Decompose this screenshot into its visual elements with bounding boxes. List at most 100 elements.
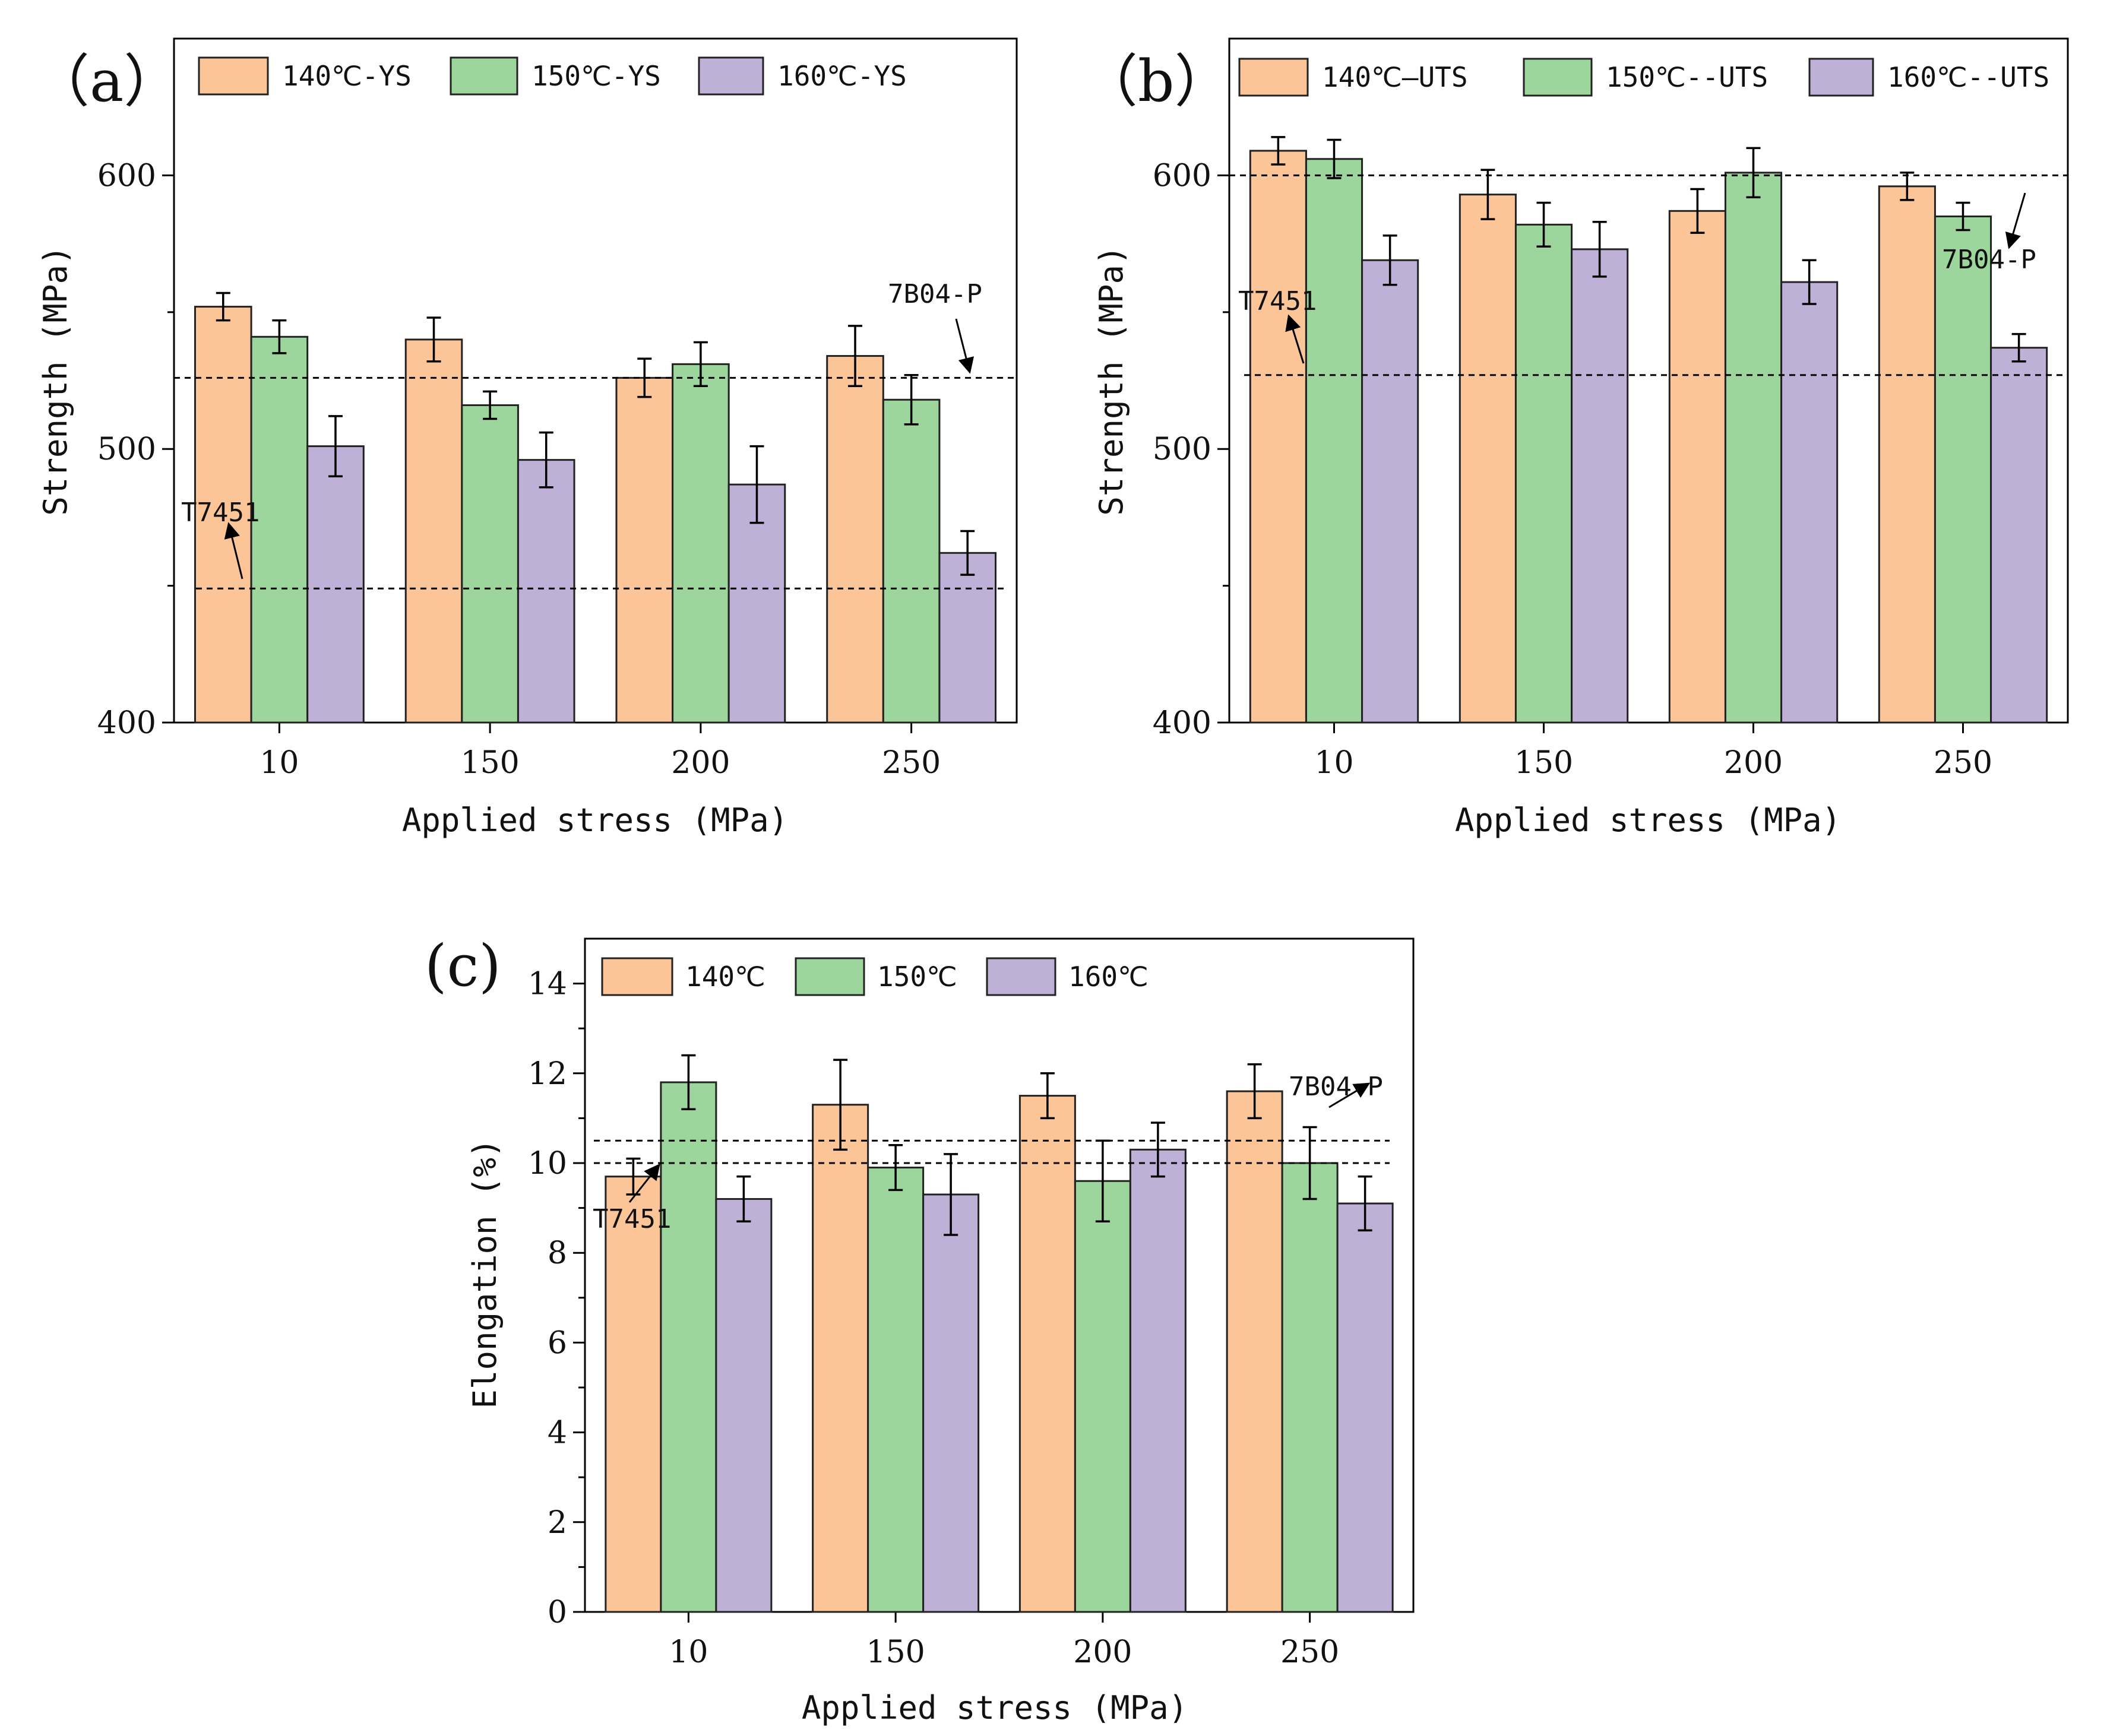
bar-140℃-YS-150 [404,338,463,724]
bar-150℃-200 [1074,1180,1131,1613]
x-axis-title: Applied stress (MPa) [1455,802,1841,839]
y-tick-label: 600 [97,158,156,194]
bar-140℃—UTS-150 [1459,194,1517,724]
reference-label-7B04-P: 7B04-P [888,279,982,309]
bar-140℃-YS-200 [615,376,674,724]
reference-arrow-7B04-P [1328,1082,1371,1108]
reference-arrow-T7451 [224,522,243,579]
bar-160℃--UTS-10 [1361,259,1419,724]
y-axis-title: Strength (MPa) [1093,245,1130,515]
reference-label-T7451: T7451 [593,1204,671,1234]
x-tick-label: 150 [460,745,519,781]
chart-panel-a: 400 500 600 10 150 200 250 7B04-P T7451 140℃-YS 15… [33,37,1018,839]
legend-swatch-150℃--UTS [1523,58,1593,97]
y-axis-title: Elongation (%) [466,1138,504,1408]
bar-150℃--UTS-200 [1724,172,1783,724]
bar-140℃—UTS-10 [1249,150,1307,724]
reference-arrow-T7451 [1285,314,1305,364]
x-tick-label: 250 [1934,745,1992,781]
bar-140℃-10 [605,1176,662,1613]
legend-label-140℃-YS: 140℃-YS [282,60,412,92]
bar-160℃-YS-150 [517,459,575,724]
y-tick-label: 6 [548,1325,567,1361]
reference-arrow-7B04-P [955,318,975,374]
bar-140℃-YS-250 [826,355,884,724]
legend-swatch-140℃-YS [198,56,269,96]
legend-label-160℃: 160℃ [1068,961,1149,993]
legend-swatch-140℃ [601,957,673,996]
bar-160℃-YS-250 [938,552,997,724]
bar-150℃--UTS-250 [1934,216,1992,724]
reference-label-7B04-P: 7B04-P [1289,1072,1383,1102]
x-tick-label: 200 [1073,1634,1132,1670]
x-tick-label: 10 [669,1634,708,1670]
chart-panel-b: 400 500 600 10 150 200 250 7B04-P T7451 140℃—UTS 1… [1081,37,2069,839]
plot-frame [1228,37,2069,724]
panel-label: （a） [33,48,181,115]
reference-label-7B04-P: 7B04-P [1942,245,2036,275]
y-tick-label: 500 [97,432,156,467]
bar-140℃—UTS-200 [1668,210,1726,724]
reference-label-T7451: T7451 [181,498,260,528]
reference-arrow-7B04-P [2005,192,2026,249]
legend-label-150℃--UTS: 150℃--UTS [1606,61,1768,93]
bar-150℃-YS-200 [672,363,730,724]
legend-swatch-150℃ [795,957,865,996]
x-tick-label: 150 [866,1634,925,1670]
legend-swatch-140℃—UTS [1238,58,1309,97]
legend-swatch-160℃--UTS [1808,58,1874,97]
reference-arrow-T7451 [628,1163,660,1203]
bar-140℃—UTS-250 [1878,185,1936,724]
y-tick-label: 400 [1153,705,1211,741]
bar-160℃-200 [1129,1148,1187,1613]
bar-150℃--UTS-150 [1514,223,1573,724]
bar-140℃-150 [812,1104,869,1613]
legend-label-150℃-YS: 150℃-YS [532,60,661,92]
legend-swatch-160℃ [986,957,1056,996]
bar-160℃-250 [1336,1202,1394,1613]
y-tick-label: 12 [528,1056,567,1092]
bar-160℃-10 [715,1198,773,1613]
y-tick-label: 400 [97,705,156,741]
reference-label-T7451: T7451 [1238,286,1317,316]
bar-150℃-10 [660,1081,717,1613]
bar-160℃--UTS-150 [1571,248,1629,724]
y-tick-label: 0 [548,1595,567,1630]
bar-160℃-YS-10 [306,445,365,724]
bar-140℃-250 [1226,1090,1283,1613]
y-tick-label: 500 [1153,432,1211,467]
legend-label-140℃—UTS: 140℃—UTS [1322,61,1468,93]
x-tick-label: 200 [671,745,730,781]
y-tick-label: 4 [548,1415,567,1451]
y-tick-label: 14 [528,967,567,1002]
panel-label: (c) [425,933,501,999]
x-axis-title: Applied stress (MPa) [402,802,788,839]
plot-frame [584,937,1415,1613]
bar-160℃-150 [922,1193,980,1613]
bar-150℃-250 [1281,1162,1339,1613]
y-tick-label: 8 [548,1236,567,1271]
legend-swatch-150℃-YS [450,56,518,96]
bar-160℃--UTS-250 [1990,347,2048,724]
bar-150℃-YS-150 [461,404,519,724]
bar-150℃-YS-10 [250,335,309,724]
x-tick-label: 10 [260,745,299,781]
legend-swatch-160℃-YS [698,56,764,96]
legend-label-160℃-YS: 160℃-YS [777,60,907,92]
x-tick-label: 150 [1514,745,1573,781]
legend-label-160℃--UTS: 160℃--UTS [1887,61,2049,93]
bar-160℃-YS-200 [727,483,786,724]
bar-150℃-YS-250 [882,398,941,724]
x-tick-label: 250 [882,745,941,781]
x-tick-label: 200 [1724,745,1783,781]
y-tick-label: 10 [528,1146,567,1181]
legend-label-150℃: 150℃ [877,961,957,993]
x-tick-label: 10 [1314,745,1353,781]
y-tick-label: 2 [548,1505,567,1541]
bar-160℃--UTS-200 [1780,281,1839,724]
y-tick-label: 600 [1153,158,1211,194]
bar-150℃-150 [867,1167,925,1613]
chart-panel-c: 0 2 4 6 8 10 12 14 10 150 200 250 7B04-P T7451 140℃ 150… [425,933,1415,1727]
x-tick-label: 250 [1280,1634,1339,1670]
